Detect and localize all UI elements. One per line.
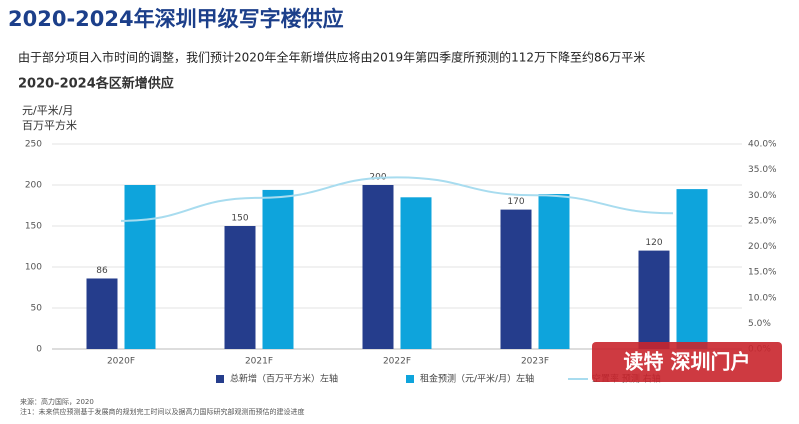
y-tick-label: 250 xyxy=(25,140,42,150)
y-tick-label: 100 xyxy=(25,263,42,273)
bar xyxy=(362,185,394,349)
bar xyxy=(538,194,570,349)
data-label: 86 xyxy=(96,266,108,276)
bar xyxy=(500,209,532,349)
y2-tick-label: 5.0% xyxy=(748,319,771,329)
bar xyxy=(262,189,294,349)
data-label: 120 xyxy=(645,238,662,248)
y2-tick-label: 25.0% xyxy=(748,216,777,226)
y-tick-label: 200 xyxy=(25,181,42,191)
bar xyxy=(638,250,670,349)
y2-tick-label: 20.0% xyxy=(748,242,777,252)
legend-label: 总新增（百万平方米）左轴 xyxy=(230,373,338,385)
bar xyxy=(676,189,708,349)
data-label: 150 xyxy=(231,214,248,224)
line xyxy=(120,176,674,222)
subtitle: 由于部分项目入市时间的调整，我们预计2020年全年新增供应将由2019年第四季度… xyxy=(18,50,645,65)
legend-swatch xyxy=(216,375,224,383)
x-tick-label: 2023F xyxy=(521,357,549,367)
x-tick-label: 2022F xyxy=(383,357,411,367)
y-tick-label: 0 xyxy=(36,345,42,355)
chart-title: 2020-2024各区新增供应 xyxy=(18,76,174,92)
y2-tick-label: 30.0% xyxy=(748,191,777,201)
y-tick-label: 150 xyxy=(25,222,42,232)
watermark: 读特 深圳门户 xyxy=(624,350,751,374)
legend-label: 租金预测（元/平米/月）左轴 xyxy=(420,373,534,385)
y2-tick-label: 10.0% xyxy=(748,293,777,303)
bar xyxy=(86,278,118,349)
watermark-bg xyxy=(592,342,782,382)
data-label: 170 xyxy=(507,197,524,207)
legend-swatch xyxy=(406,375,414,383)
x-tick-label: 2020F xyxy=(107,357,135,367)
y2-tick-label: 35.0% xyxy=(748,165,777,175)
bar xyxy=(224,226,256,349)
x-tick-label: 2021F xyxy=(245,357,273,367)
bar xyxy=(124,185,156,349)
source: 来源：高力国际，2020 xyxy=(20,397,94,406)
y-axis-label: 元/平米/月 xyxy=(22,104,73,117)
y-tick-label: 50 xyxy=(31,304,43,314)
y-axis-label: 百万平方米 xyxy=(22,118,77,132)
bar xyxy=(400,197,432,349)
y2-tick-label: 40.0% xyxy=(748,140,777,150)
page-title: 2020-2024年深圳甲级写字楼供应 xyxy=(8,7,344,31)
note: 注1：未来供应预测基于发展商的规划完工时间以及据高力国际研究部观测而预估的建设进… xyxy=(20,407,304,416)
y2-tick-label: 15.0% xyxy=(748,268,777,278)
